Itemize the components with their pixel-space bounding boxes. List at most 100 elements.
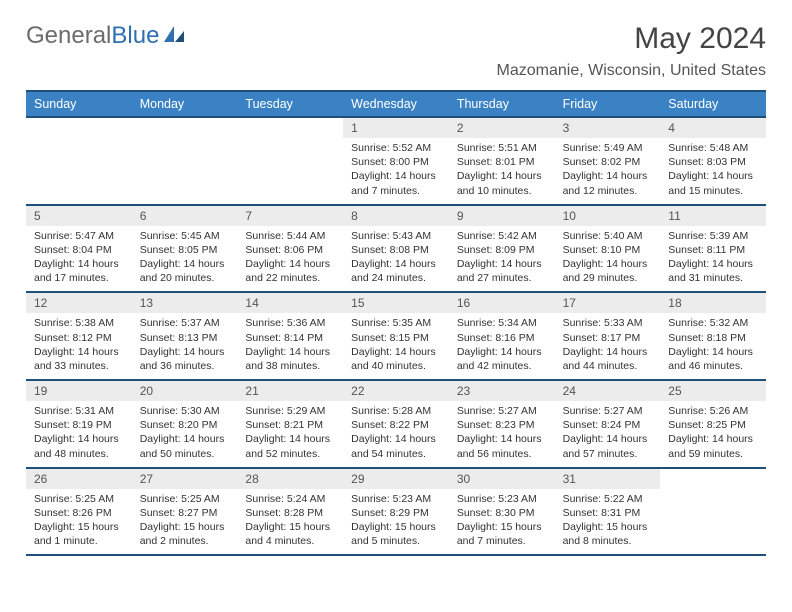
day-cell: 21Sunrise: 5:29 AMSunset: 8:21 PMDayligh… [237, 381, 343, 467]
day-number: 28 [237, 469, 343, 489]
sunrise-line: Sunrise: 5:26 AM [668, 404, 758, 418]
day-number: 18 [660, 293, 766, 313]
day-cell: 20Sunrise: 5:30 AMSunset: 8:20 PMDayligh… [132, 381, 238, 467]
day-details: Sunrise: 5:43 AMSunset: 8:08 PMDaylight:… [343, 226, 449, 292]
day-cell: 27Sunrise: 5:25 AMSunset: 8:27 PMDayligh… [132, 469, 238, 555]
daylight-line: Daylight: 14 hours and 27 minutes. [457, 257, 547, 285]
sunrise-line: Sunrise: 5:49 AM [563, 141, 653, 155]
sunset-line: Sunset: 8:18 PM [668, 331, 758, 345]
day-details: Sunrise: 5:39 AMSunset: 8:11 PMDaylight:… [660, 226, 766, 292]
weekday-header: Tuesday [237, 92, 343, 116]
day-cell: 31Sunrise: 5:22 AMSunset: 8:31 PMDayligh… [555, 469, 661, 555]
brand-part2: Blue [111, 22, 159, 50]
daylight-line: Daylight: 15 hours and 1 minute. [34, 520, 124, 548]
sunrise-line: Sunrise: 5:34 AM [457, 316, 547, 330]
week-row: 12Sunrise: 5:38 AMSunset: 8:12 PMDayligh… [26, 293, 766, 381]
daylight-line: Daylight: 14 hours and 24 minutes. [351, 257, 441, 285]
daylight-line: Daylight: 14 hours and 38 minutes. [245, 345, 335, 373]
day-number: 11 [660, 206, 766, 226]
day-cell [132, 118, 238, 204]
sunset-line: Sunset: 8:13 PM [140, 331, 230, 345]
sunrise-line: Sunrise: 5:40 AM [563, 229, 653, 243]
day-details: Sunrise: 5:40 AMSunset: 8:10 PMDaylight:… [555, 226, 661, 292]
weekday-header: Friday [555, 92, 661, 116]
day-details: Sunrise: 5:42 AMSunset: 8:09 PMDaylight:… [449, 226, 555, 292]
day-number: 23 [449, 381, 555, 401]
day-number: 10 [555, 206, 661, 226]
day-details: Sunrise: 5:49 AMSunset: 8:02 PMDaylight:… [555, 138, 661, 204]
day-details: Sunrise: 5:26 AMSunset: 8:25 PMDaylight:… [660, 401, 766, 467]
sunset-line: Sunset: 8:31 PM [563, 506, 653, 520]
week-row: 26Sunrise: 5:25 AMSunset: 8:26 PMDayligh… [26, 469, 766, 557]
sunrise-line: Sunrise: 5:39 AM [668, 229, 758, 243]
day-details: Sunrise: 5:23 AMSunset: 8:30 PMDaylight:… [449, 489, 555, 555]
day-number: 2 [449, 118, 555, 138]
sunrise-line: Sunrise: 5:27 AM [457, 404, 547, 418]
day-cell [26, 118, 132, 204]
daylight-line: Daylight: 14 hours and 10 minutes. [457, 169, 547, 197]
day-details: Sunrise: 5:25 AMSunset: 8:26 PMDaylight:… [26, 489, 132, 555]
sunrise-line: Sunrise: 5:43 AM [351, 229, 441, 243]
daylight-line: Daylight: 14 hours and 42 minutes. [457, 345, 547, 373]
day-details: Sunrise: 5:34 AMSunset: 8:16 PMDaylight:… [449, 313, 555, 379]
daylight-line: Daylight: 14 hours and 12 minutes. [563, 169, 653, 197]
day-cell: 3Sunrise: 5:49 AMSunset: 8:02 PMDaylight… [555, 118, 661, 204]
day-number: 4 [660, 118, 766, 138]
daylight-line: Daylight: 15 hours and 8 minutes. [563, 520, 653, 548]
daylight-line: Daylight: 14 hours and 57 minutes. [563, 432, 653, 460]
day-number: 3 [555, 118, 661, 138]
daylight-line: Daylight: 14 hours and 40 minutes. [351, 345, 441, 373]
brand-part1: General [26, 22, 111, 50]
day-cell: 7Sunrise: 5:44 AMSunset: 8:06 PMDaylight… [237, 206, 343, 292]
day-details: Sunrise: 5:27 AMSunset: 8:24 PMDaylight:… [555, 401, 661, 467]
sunset-line: Sunset: 8:14 PM [245, 331, 335, 345]
day-number: 31 [555, 469, 661, 489]
day-number: 30 [449, 469, 555, 489]
day-details: Sunrise: 5:47 AMSunset: 8:04 PMDaylight:… [26, 226, 132, 292]
day-cell: 19Sunrise: 5:31 AMSunset: 8:19 PMDayligh… [26, 381, 132, 467]
sunset-line: Sunset: 8:10 PM [563, 243, 653, 257]
day-number: 17 [555, 293, 661, 313]
sunset-line: Sunset: 8:03 PM [668, 155, 758, 169]
day-number: 8 [343, 206, 449, 226]
sunrise-line: Sunrise: 5:36 AM [245, 316, 335, 330]
day-cell: 5Sunrise: 5:47 AMSunset: 8:04 PMDaylight… [26, 206, 132, 292]
day-number: 12 [26, 293, 132, 313]
sunset-line: Sunset: 8:16 PM [457, 331, 547, 345]
day-details: Sunrise: 5:37 AMSunset: 8:13 PMDaylight:… [132, 313, 238, 379]
day-number: 26 [26, 469, 132, 489]
day-cell: 28Sunrise: 5:24 AMSunset: 8:28 PMDayligh… [237, 469, 343, 555]
sunrise-line: Sunrise: 5:23 AM [457, 492, 547, 506]
day-cell [237, 118, 343, 204]
day-number: 14 [237, 293, 343, 313]
day-number: 7 [237, 206, 343, 226]
sunrise-line: Sunrise: 5:47 AM [34, 229, 124, 243]
sunset-line: Sunset: 8:26 PM [34, 506, 124, 520]
sunset-line: Sunset: 8:12 PM [34, 331, 124, 345]
day-details: Sunrise: 5:30 AMSunset: 8:20 PMDaylight:… [132, 401, 238, 467]
day-cell: 1Sunrise: 5:52 AMSunset: 8:00 PMDaylight… [343, 118, 449, 204]
sunset-line: Sunset: 8:04 PM [34, 243, 124, 257]
day-cell: 2Sunrise: 5:51 AMSunset: 8:01 PMDaylight… [449, 118, 555, 204]
day-number: 13 [132, 293, 238, 313]
daylight-line: Daylight: 14 hours and 59 minutes. [668, 432, 758, 460]
day-cell: 16Sunrise: 5:34 AMSunset: 8:16 PMDayligh… [449, 293, 555, 379]
sunset-line: Sunset: 8:23 PM [457, 418, 547, 432]
weekday-header: Wednesday [343, 92, 449, 116]
week-row: 1Sunrise: 5:52 AMSunset: 8:00 PMDaylight… [26, 118, 766, 206]
sunrise-line: Sunrise: 5:48 AM [668, 141, 758, 155]
daylight-line: Daylight: 14 hours and 22 minutes. [245, 257, 335, 285]
day-details: Sunrise: 5:35 AMSunset: 8:15 PMDaylight:… [343, 313, 449, 379]
sunset-line: Sunset: 8:22 PM [351, 418, 441, 432]
daylight-line: Daylight: 14 hours and 29 minutes. [563, 257, 653, 285]
daylight-line: Daylight: 14 hours and 20 minutes. [140, 257, 230, 285]
day-cell: 18Sunrise: 5:32 AMSunset: 8:18 PMDayligh… [660, 293, 766, 379]
daylight-line: Daylight: 14 hours and 36 minutes. [140, 345, 230, 373]
day-details: Sunrise: 5:27 AMSunset: 8:23 PMDaylight:… [449, 401, 555, 467]
day-cell: 6Sunrise: 5:45 AMSunset: 8:05 PMDaylight… [132, 206, 238, 292]
header-bar: GeneralBlue May 2024 Mazomanie, Wisconsi… [26, 22, 766, 80]
day-details: Sunrise: 5:31 AMSunset: 8:19 PMDaylight:… [26, 401, 132, 467]
day-cell: 8Sunrise: 5:43 AMSunset: 8:08 PMDaylight… [343, 206, 449, 292]
sunrise-line: Sunrise: 5:23 AM [351, 492, 441, 506]
daylight-line: Daylight: 14 hours and 48 minutes. [34, 432, 124, 460]
